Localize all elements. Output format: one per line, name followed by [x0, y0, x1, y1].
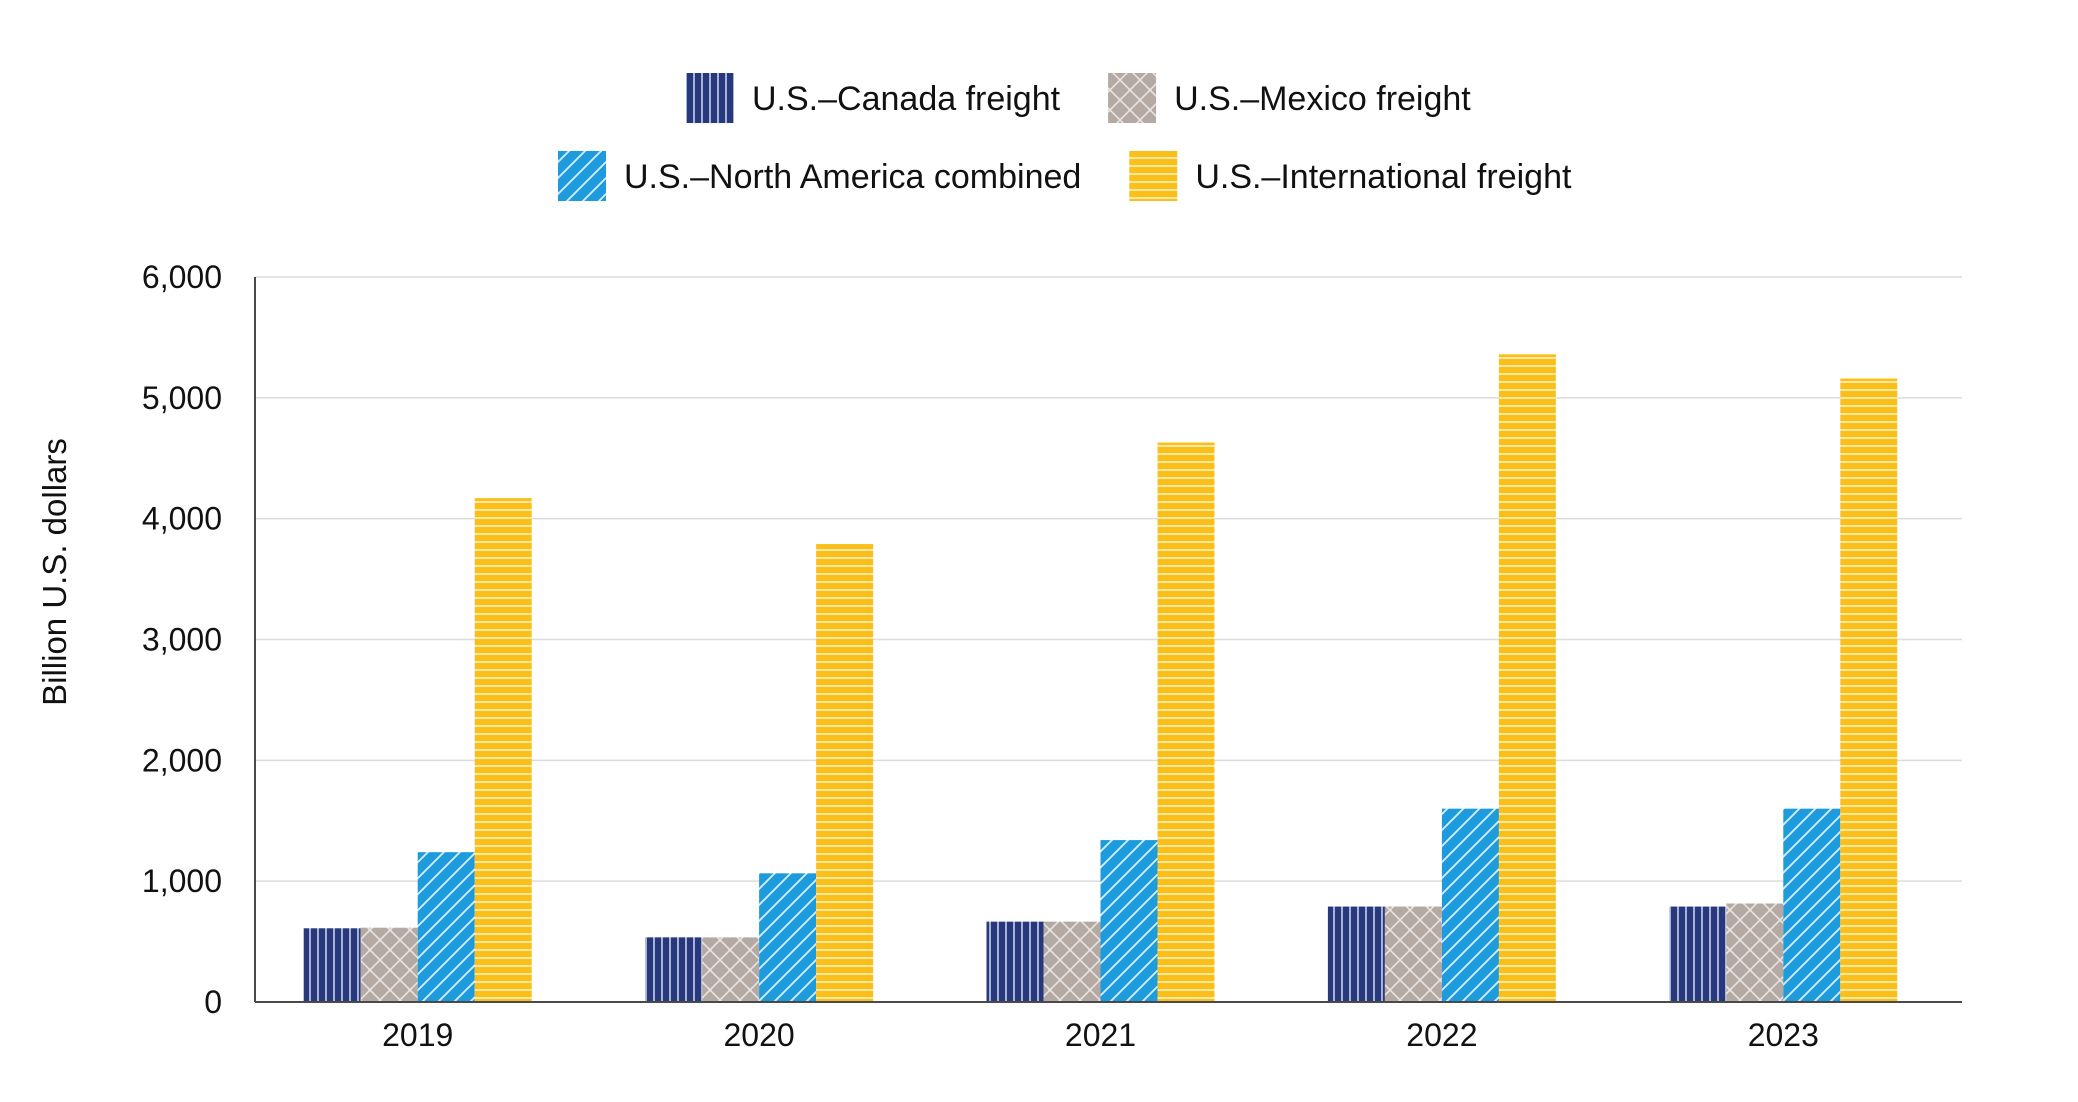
- bar-vertical-lines-2021: [986, 921, 1044, 1002]
- legend-item-crosshatch: U.S.–Mexico freight: [1108, 73, 1471, 123]
- bar-group-2020: [645, 544, 874, 1002]
- bar-group-2021: [986, 442, 1215, 1003]
- bar-horizontal-lines-2023: [1840, 378, 1898, 1002]
- y-tick-label: 2,000: [142, 742, 222, 778]
- bar-crosshatch-2021: [1043, 921, 1101, 1002]
- y-tick-label: 5,000: [142, 380, 222, 416]
- bar-vertical-lines-2019: [303, 928, 361, 1002]
- legend-label: U.S.–North America combined: [624, 158, 1081, 196]
- bar-crosshatch-2023: [1726, 903, 1784, 1002]
- legend: U.S.–Canada freight U.S.–Mexico freight U.…: [558, 73, 1572, 201]
- y-tick-label: 4,000: [142, 501, 222, 537]
- bar-vertical-lines-2022: [1327, 906, 1385, 1002]
- legend-label: U.S.–International freight: [1195, 158, 1572, 196]
- x-tick-label: 2022: [1406, 1017, 1477, 1053]
- y-tick-label: 6,000: [142, 259, 222, 295]
- bar-vertical-lines-2023: [1669, 906, 1727, 1002]
- axes: [254, 277, 1962, 1003]
- legend-item-vertical-lines: U.S.–Canada freight: [686, 73, 1061, 123]
- legend-item-diagonal-lines: U.S.–North America combined: [558, 151, 1081, 201]
- y-tick-labels: 0 1,000 2,000 3,000 4,000 5,000 6,000: [142, 259, 222, 1020]
- bar-vertical-lines-2020: [645, 937, 703, 1002]
- legend-swatch: [1129, 151, 1178, 201]
- legend-label: U.S.–Mexico freight: [1174, 80, 1471, 118]
- bar-horizontal-lines-2022: [1498, 354, 1556, 1002]
- bar-horizontal-lines-2021: [1157, 442, 1215, 1003]
- y-tick-label: 0: [204, 984, 222, 1020]
- legend-swatch: [558, 151, 606, 201]
- x-tick-label: 2021: [1065, 1017, 1136, 1053]
- bar-diagonal-lines-2023: [1783, 808, 1841, 1002]
- bar-group-2023: [1669, 378, 1898, 1002]
- bar-diagonal-lines-2022: [1441, 808, 1499, 1002]
- legend-swatch: [1108, 73, 1157, 123]
- x-tick-label: 2020: [724, 1017, 795, 1053]
- bar-crosshatch-2022: [1384, 906, 1442, 1002]
- bar-diagonal-lines-2021: [1100, 840, 1158, 1002]
- bar-crosshatch-2020: [702, 937, 760, 1002]
- gridlines: [255, 276, 1962, 882]
- y-tick-label: 1,000: [142, 863, 222, 899]
- bar-group-2022: [1327, 354, 1556, 1002]
- y-axis-label: Billion U.S. dollars: [36, 438, 73, 706]
- legend-label: U.S.–Canada freight: [752, 80, 1061, 118]
- bar-horizontal-lines-2020: [816, 544, 874, 1002]
- x-tick-label: 2023: [1748, 1017, 1819, 1053]
- x-tick-label: 2019: [382, 1017, 453, 1053]
- bar-diagonal-lines-2019: [417, 852, 475, 1002]
- x-tick-labels: 2019 2020 2021 2022 2023: [382, 1017, 1819, 1053]
- bar-horizontal-lines-2019: [474, 498, 532, 1002]
- legend-item-horizontal-lines: U.S.–International freight: [1129, 151, 1572, 201]
- legend-swatch: [686, 73, 734, 123]
- bar-diagonal-lines-2020: [759, 873, 817, 1002]
- bars: [303, 354, 1898, 1003]
- bar-crosshatch-2019: [360, 927, 418, 1002]
- y-tick-label: 3,000: [142, 622, 222, 658]
- bar-group-2019: [303, 498, 532, 1002]
